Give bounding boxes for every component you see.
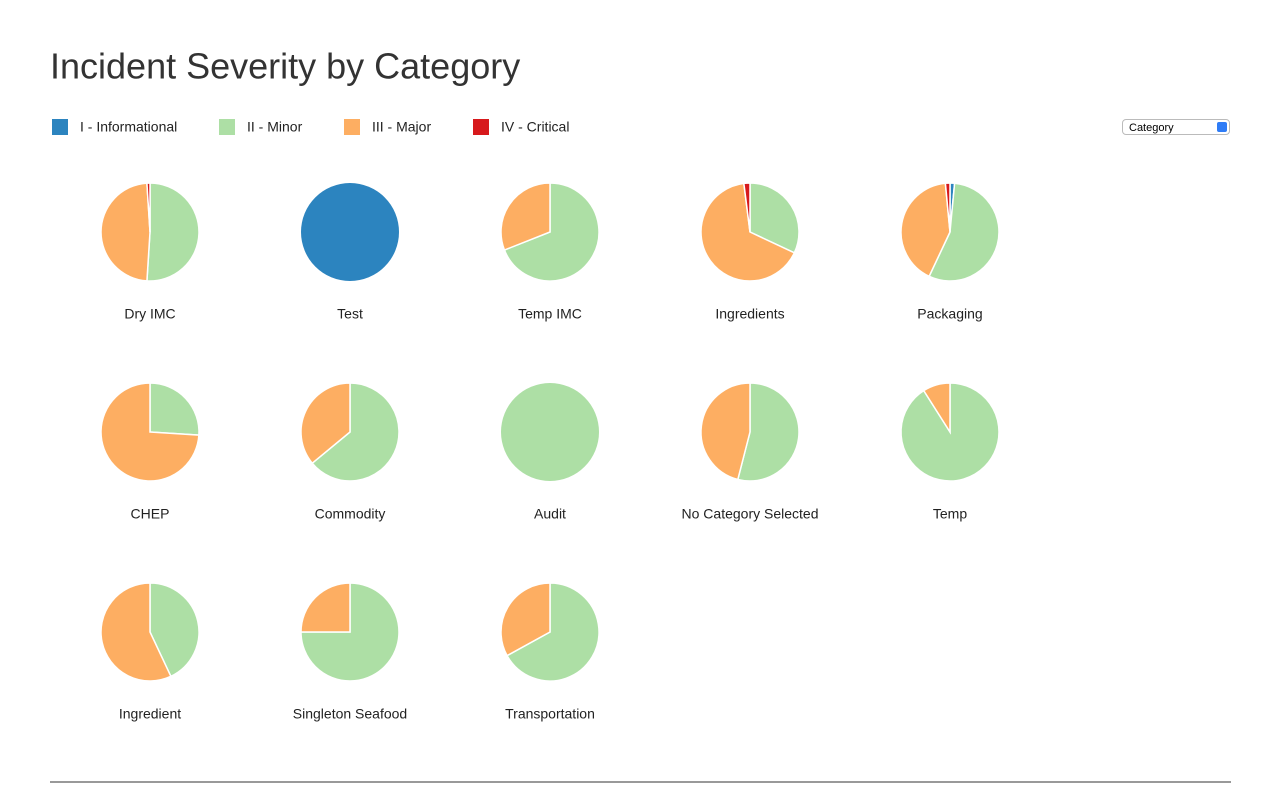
pie-slice bbox=[928, 182, 1000, 282]
legend-swatch bbox=[344, 119, 360, 135]
pie-slice bbox=[944, 182, 951, 233]
pie-slice bbox=[749, 182, 800, 254]
pie-slice bbox=[100, 182, 151, 282]
pie-slice bbox=[700, 382, 751, 481]
pie-label: Test bbox=[337, 306, 363, 322]
legend-label: I - Informational bbox=[80, 119, 177, 135]
pie-slice bbox=[100, 582, 172, 682]
pie-label: No Category Selected bbox=[682, 506, 819, 522]
pie-slice bbox=[146, 182, 200, 282]
page-title: Incident Severity by Category bbox=[50, 46, 520, 87]
pie-slice bbox=[146, 182, 151, 233]
pie-label: Audit bbox=[534, 506, 566, 522]
pie-slice bbox=[922, 382, 951, 435]
pie-slice bbox=[311, 382, 400, 482]
pie-label: Ingredient bbox=[119, 706, 181, 722]
pie-slice bbox=[501, 383, 599, 481]
legend-label: IV - Critical bbox=[501, 119, 569, 135]
pie-slice bbox=[301, 183, 399, 281]
pie-label: Commodity bbox=[315, 506, 386, 522]
pie-slice bbox=[503, 182, 600, 282]
pie-label: Temp bbox=[933, 506, 967, 522]
legend-swatch bbox=[52, 119, 68, 135]
pie-slice bbox=[149, 382, 200, 436]
pie-slice bbox=[500, 582, 551, 657]
pie-slice bbox=[300, 582, 351, 633]
pie-label: Transportation bbox=[505, 706, 595, 722]
legend-label: II - Minor bbox=[247, 119, 303, 135]
pie-slice bbox=[736, 382, 800, 482]
pie-slice bbox=[300, 582, 400, 682]
pie-label: Ingredients bbox=[715, 306, 784, 322]
pie-slice bbox=[500, 182, 551, 252]
pie-slice bbox=[506, 582, 600, 682]
legend-label: III - Major bbox=[372, 119, 431, 135]
pie-slice bbox=[100, 382, 200, 482]
select-text: Category bbox=[1129, 122, 1174, 134]
pie-label: Dry IMC bbox=[124, 306, 175, 322]
pie-slice bbox=[700, 182, 796, 282]
pie-label: Packaging bbox=[917, 306, 982, 322]
category-select[interactable]: Category bbox=[1122, 119, 1230, 135]
pie-label: CHEP bbox=[131, 506, 170, 522]
legend-swatch bbox=[473, 119, 489, 135]
pie-slice bbox=[900, 182, 951, 278]
select-arrow bbox=[1217, 122, 1227, 132]
pie-label: Temp IMC bbox=[518, 306, 582, 322]
legend-swatch bbox=[219, 119, 235, 135]
pie-label: Singleton Seafood bbox=[293, 706, 407, 722]
pie-slice bbox=[743, 182, 751, 233]
pie-slice bbox=[300, 382, 351, 465]
pie-slice bbox=[149, 582, 200, 678]
